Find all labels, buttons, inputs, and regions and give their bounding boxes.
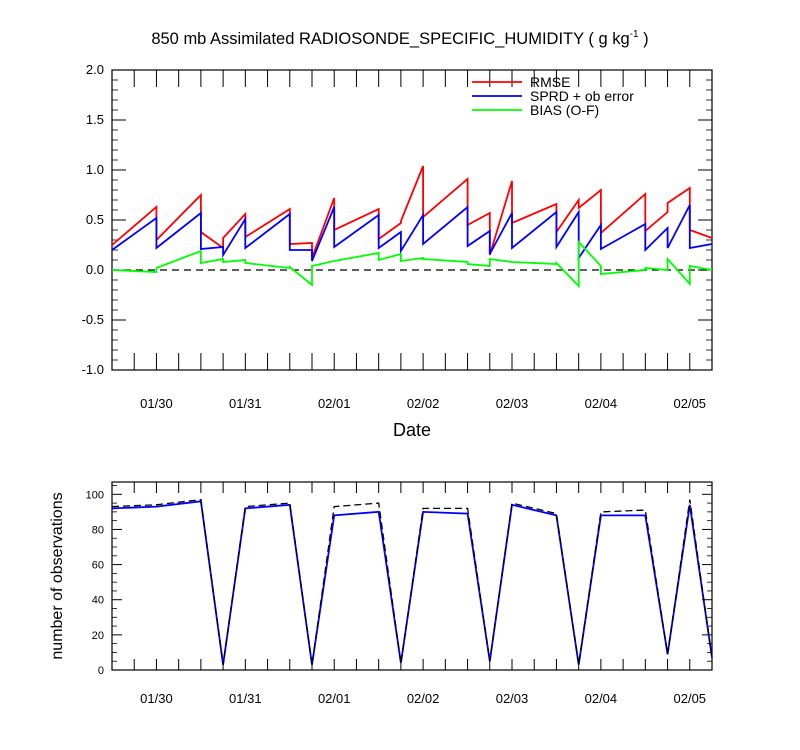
x-tick-label: 02/03: [496, 396, 529, 411]
x-tick-label: 02/04: [585, 691, 618, 706]
plot-frame: [111, 69, 713, 371]
y-tick-label: 0.0: [86, 262, 104, 277]
x-tick-label: 02/05: [674, 691, 707, 706]
series-line-bias-o-f-: [111, 239, 713, 289]
x-tick-label: 02/05: [674, 396, 707, 411]
series-line-observations-possible: [111, 498, 713, 665]
x-tick-label: 01/31: [229, 691, 262, 706]
x-tick-label: 01/30: [140, 691, 173, 706]
y-tick-label: 20: [92, 630, 104, 642]
y-tick-label: 1.0: [86, 162, 104, 177]
y-tick-label: 1.5: [86, 112, 104, 127]
y-tick-label: -1.0: [82, 362, 104, 377]
series-line-sprd-ob-error: [111, 204, 713, 262]
x-tick-label: 01/31: [229, 396, 262, 411]
legend-label: BIAS (O-F): [530, 102, 599, 118]
y-tick-label: 0.5: [86, 212, 104, 227]
y-tick-label: 2.0: [86, 62, 104, 77]
legend-label: SPRD + ob error: [530, 88, 634, 104]
x-tick-label: 02/03: [496, 691, 529, 706]
chart-title: 850 mb Assimilated RADIOSONDE_SPECIFIC_H…: [151, 29, 648, 48]
x-tick-label: 02/04: [585, 396, 618, 411]
x-tick-label: 02/02: [407, 691, 440, 706]
x-tick-label: 02/01: [318, 691, 351, 706]
bottom-plot: 0 20 40 60 80 100 01/30 01/31 02/01 02/02 02/03 02/…: [49, 481, 713, 706]
chart-title-end: ): [639, 30, 649, 48]
legend-label: RMSE: [530, 74, 570, 90]
x-tick-label: 01/30: [140, 396, 173, 411]
top-plot: -1.0 -0.5 0.0 0.5 1.0 1.5 2.0 01/30 01/31 02/01 02…: [82, 62, 713, 440]
x-tick-label: 02/02: [407, 396, 440, 411]
x-axis-label: Date: [393, 420, 431, 440]
y-tick-label: -0.5: [82, 312, 104, 327]
y-tick-label: 40: [92, 595, 104, 607]
chart-title-main: 850 mb Assimilated RADIOSONDE_SPECIFIC_H…: [151, 30, 629, 48]
series-line-rmse: [111, 165, 713, 259]
chart-title-superscript: -1: [630, 29, 639, 40]
y-tick-label: 60: [92, 560, 104, 572]
y-tick-label: 80: [92, 524, 104, 536]
y-tick-label: 100: [86, 489, 104, 501]
y-axis-label: number of observations: [49, 492, 66, 659]
x-tick-label: 02/01: [318, 396, 351, 411]
y-tick-label: 0: [98, 665, 104, 677]
plot-frame: [111, 481, 713, 671]
